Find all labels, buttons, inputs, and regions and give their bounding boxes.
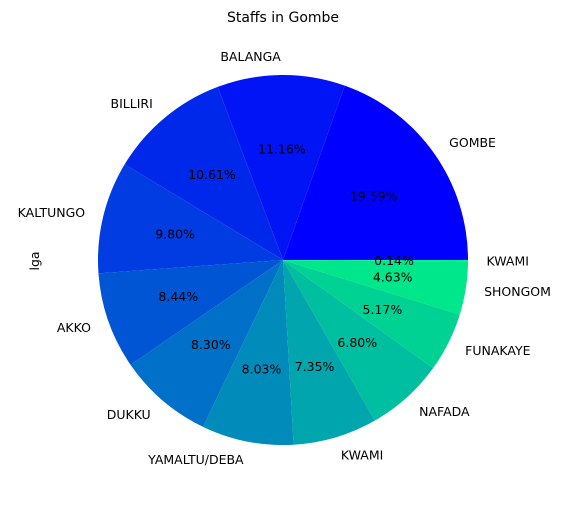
- slice-percent-label: 9.80%: [155, 227, 195, 242]
- slice-percent-label: 5.17%: [363, 302, 403, 317]
- pie-slice: [130, 260, 283, 427]
- slice-percent-label: 7.35%: [295, 359, 335, 374]
- slice-label: KWAMI: [487, 253, 529, 268]
- pie-slice: [203, 260, 294, 445]
- pie-slice: [283, 260, 375, 445]
- slice-percent-label: 19.59%: [350, 188, 398, 203]
- y-axis-label: lga: [27, 251, 42, 270]
- slice-label: BALANGA: [220, 49, 281, 64]
- slice-label: KWAMI: [341, 448, 383, 463]
- slice-label: DUKKU: [107, 407, 151, 422]
- pie-slice: [283, 260, 460, 369]
- slice-percent-label: 10.61%: [188, 167, 236, 182]
- pie-slice: [98, 260, 283, 365]
- slice-percent-label: 0.14%: [374, 253, 414, 268]
- slice-percent-label: 8.30%: [191, 337, 231, 352]
- pie-slice: [283, 260, 468, 315]
- pie-labels: GOMBE 19.59% BALANGA 11.16% BILLIRI 10.61% KAL…: [18, 49, 551, 467]
- slice-percent-label: 8.03%: [242, 361, 282, 376]
- slice-percent-label: 11.16%: [258, 142, 306, 157]
- slice-label: BILLIRI: [111, 96, 153, 111]
- pie-slice: [124, 86, 284, 260]
- pie-slice: [283, 260, 468, 262]
- slice-label: KALTUNGO: [18, 205, 86, 220]
- slice-label: GOMBE: [449, 135, 496, 150]
- chart-title: Staffs in Gombe: [227, 10, 339, 26]
- slice-label: YAMALTU/DEBA: [147, 452, 244, 467]
- slice-label: AKKO: [57, 320, 91, 335]
- slice-percent-label: 8.44%: [158, 289, 198, 304]
- pie-slice: [283, 260, 434, 421]
- pie-slice: [217, 75, 345, 260]
- slice-percent-label: 6.80%: [337, 335, 377, 350]
- slice-label: FUNAKAYE: [465, 343, 530, 358]
- slice-label: SHONGOM: [484, 284, 551, 299]
- pie-slices: [97, 75, 468, 445]
- slice-label: NAFADA: [419, 404, 470, 419]
- slice-percent-label: 4.63%: [373, 270, 413, 285]
- pie-slice: [283, 85, 468, 260]
- pie-slice: [97, 164, 283, 274]
